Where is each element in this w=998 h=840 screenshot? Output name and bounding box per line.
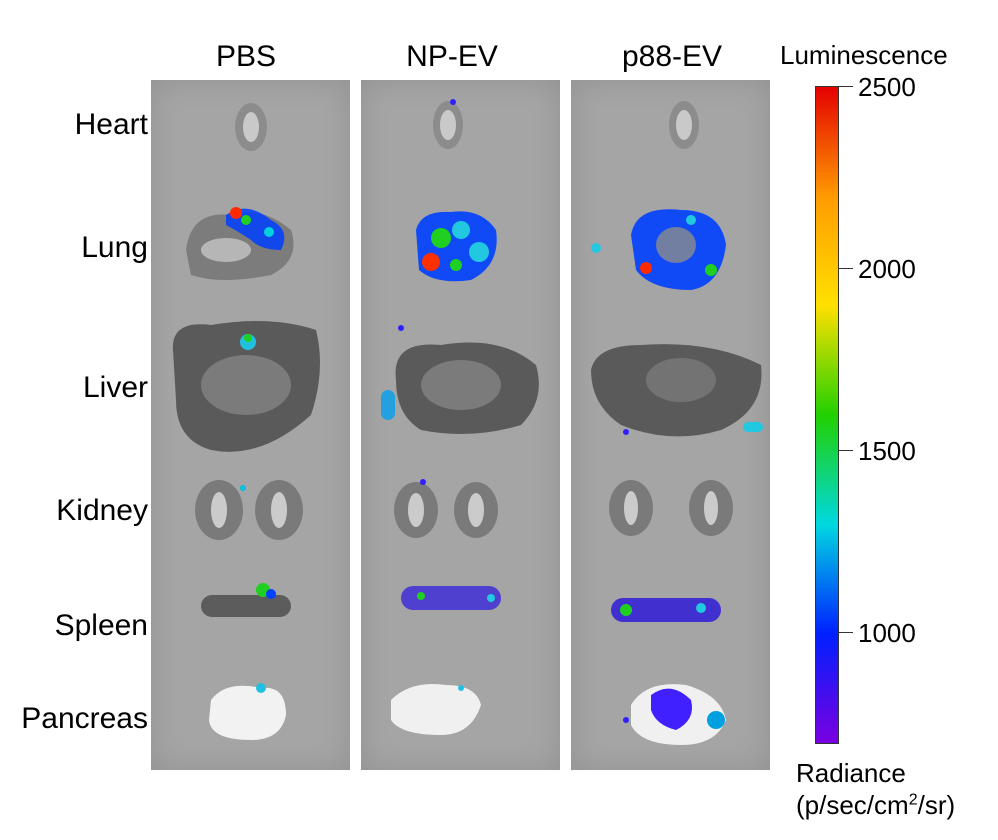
group-label-np-ev: NP-EV: [406, 40, 498, 73]
organ-label-pancreas: Pancreas: [21, 702, 148, 735]
colorbar-label-2500: 2500: [858, 72, 916, 102]
imaging-panel-p88-ev: [571, 80, 770, 770]
organ-label-lung: Lung: [81, 231, 148, 264]
organ-label-kidney: Kidney: [56, 494, 148, 527]
colorbar-unit-line1: Radiance: [796, 758, 906, 788]
colorbar-unit-line2: (p/sec/cm2/sr): [796, 790, 955, 821]
colorbar-label-1000: 1000: [858, 618, 916, 648]
organ-images-p88-ev: [591, 101, 763, 745]
unit-pre: (p/sec/cm: [796, 790, 909, 820]
imaging-panel-pbs: [151, 80, 350, 770]
unit-sup: 2: [908, 791, 918, 809]
colorbar-title: Luminescence: [780, 40, 948, 70]
colorbar-label-2000: 2000: [858, 254, 916, 284]
colorbar-tick-1500: [839, 450, 853, 451]
group-label-pbs: PBS: [215, 40, 277, 73]
colorbar-gradient: [815, 86, 839, 744]
organ-label-liver: Liver: [82, 371, 148, 404]
imaging-panel-np-ev: [361, 80, 560, 770]
organ-images-pbs: [172, 103, 320, 740]
colorbar-tick-2500: [839, 86, 853, 87]
colorbar-tick-1000: [839, 632, 853, 633]
unit-post: /sr): [917, 790, 956, 820]
organ-images-np-ev: [381, 99, 539, 735]
colorbar-label-1500: 1500: [858, 436, 916, 466]
colorbar-tick-2000: [839, 268, 853, 269]
group-label-p88-ev: p88-EV: [621, 40, 723, 73]
organ-label-heart: Heart: [74, 108, 148, 141]
organ-label-spleen: Spleen: [54, 609, 148, 642]
